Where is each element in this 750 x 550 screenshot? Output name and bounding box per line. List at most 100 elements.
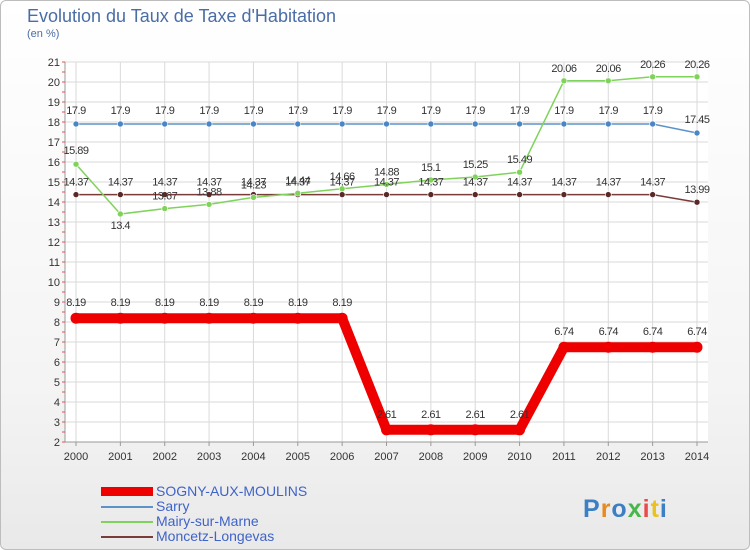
data-label: 6.74 xyxy=(687,326,707,338)
y-tick-label: 7 xyxy=(54,337,60,349)
data-point xyxy=(691,341,703,353)
data-label: 17.9 xyxy=(199,105,219,117)
data-point xyxy=(560,77,568,85)
data-point xyxy=(516,191,523,198)
legend-label-mairy: Mairy-sur-Marne xyxy=(156,513,259,529)
data-label: 17.45 xyxy=(684,114,709,126)
data-label: 15.1 xyxy=(421,162,441,174)
legend-label-moncetz: Moncetz-Longevas xyxy=(156,528,275,544)
y-tick-label: 8 xyxy=(54,317,60,329)
data-point xyxy=(114,312,126,324)
x-tick-label: 2008 xyxy=(419,451,443,463)
data-point xyxy=(205,201,213,208)
data-point xyxy=(161,120,169,128)
x-tick-label: 2009 xyxy=(463,451,487,463)
data-point xyxy=(558,341,570,353)
y-tick-label: 5 xyxy=(54,377,60,389)
y-tick-label: 21 xyxy=(48,57,60,69)
data-label: 2.61 xyxy=(510,409,530,421)
data-point xyxy=(514,424,526,436)
data-point xyxy=(649,120,656,128)
x-tick-label: 2002 xyxy=(152,451,176,463)
data-label: 17.9 xyxy=(155,105,175,117)
data-label: 8.19 xyxy=(244,297,264,309)
data-point xyxy=(604,77,612,85)
legend-item-moncetz[interactable]: Moncetz-Longevas xyxy=(101,529,307,544)
data-label: 14.37 xyxy=(507,177,532,189)
data-label: 8.19 xyxy=(199,297,219,309)
x-tick-label: 2005 xyxy=(286,451,310,463)
data-label: 14.37 xyxy=(285,177,310,189)
chart-unit-label: (en %) xyxy=(27,28,60,40)
data-point xyxy=(294,120,302,128)
data-point xyxy=(250,194,257,201)
data-label: 8.19 xyxy=(111,297,131,309)
data-label: 8.19 xyxy=(66,297,86,309)
data-point xyxy=(649,73,656,81)
data-label: 14.37 xyxy=(63,177,88,189)
data-point xyxy=(693,198,701,206)
data-point xyxy=(427,176,435,184)
data-point xyxy=(117,210,124,218)
data-label: 14.66 xyxy=(330,171,355,183)
data-label: 2.61 xyxy=(466,409,486,421)
data-label: 15.49 xyxy=(507,154,532,166)
svg-text:Proxiti: Proxiti xyxy=(583,495,668,523)
data-point xyxy=(159,312,171,324)
data-point xyxy=(161,191,169,198)
x-tick-label: 2010 xyxy=(507,451,531,463)
data-label: 20.26 xyxy=(640,59,665,71)
data-label: 8.19 xyxy=(332,297,352,309)
data-label: 14.23 xyxy=(241,179,266,191)
chart-legend: SOGNY-AUX-MOULINS Sarry Mairy-sur-Marne … xyxy=(101,484,307,544)
y-tick-label: 9 xyxy=(54,297,60,309)
legend-item-mairy[interactable]: Mairy-sur-Marne xyxy=(101,514,307,529)
data-point xyxy=(383,181,390,188)
data-label: 20.26 xyxy=(684,59,709,71)
data-point xyxy=(381,424,392,436)
data-point xyxy=(693,129,701,137)
data-label: 17.9 xyxy=(554,105,574,117)
data-label: 8.19 xyxy=(155,297,175,309)
data-label: 14.37 xyxy=(551,177,576,189)
legend-item-sarry[interactable]: Sarry xyxy=(101,499,307,514)
data-label: 14.37 xyxy=(241,177,266,189)
data-label: 17.9 xyxy=(466,105,486,117)
data-point xyxy=(294,189,302,197)
data-point xyxy=(161,205,169,212)
y-tick-label: 14 xyxy=(48,197,60,209)
y-tick-label: 12 xyxy=(48,237,60,249)
data-point xyxy=(649,191,656,198)
data-label: 14.44 xyxy=(285,175,310,187)
data-label: 13.99 xyxy=(684,184,709,196)
legend-swatch-moncetz xyxy=(101,535,153,538)
data-point xyxy=(425,424,437,436)
y-tick-label: 4 xyxy=(54,397,60,409)
data-point xyxy=(338,185,346,193)
y-tick-label: 20 xyxy=(48,77,60,89)
data-point xyxy=(72,120,80,128)
data-point xyxy=(292,312,304,324)
x-tick-label: 2003 xyxy=(197,451,221,463)
legend-item-sogny[interactable]: SOGNY-AUX-MOULINS xyxy=(101,484,307,499)
data-point xyxy=(72,160,80,168)
data-label: 8.19 xyxy=(288,297,308,309)
data-label: 20.06 xyxy=(596,63,621,75)
data-label: 17.9 xyxy=(332,105,352,117)
data-point xyxy=(604,120,612,128)
data-point xyxy=(205,120,213,128)
data-label: 13.88 xyxy=(197,186,222,198)
data-label: 14.37 xyxy=(108,177,133,189)
data-point xyxy=(72,191,80,198)
data-label: 17.9 xyxy=(111,105,131,117)
data-label: 6.74 xyxy=(643,326,663,338)
x-tick-label: 2000 xyxy=(64,451,88,463)
data-label: 14.37 xyxy=(330,177,355,189)
data-point xyxy=(383,120,390,128)
data-label: 13.4 xyxy=(111,220,131,232)
data-point xyxy=(427,191,435,198)
data-point xyxy=(516,168,523,176)
data-label: 15.25 xyxy=(463,159,488,171)
chart-title: Evolution du Taux de Taxe d'Habitation xyxy=(27,6,336,26)
